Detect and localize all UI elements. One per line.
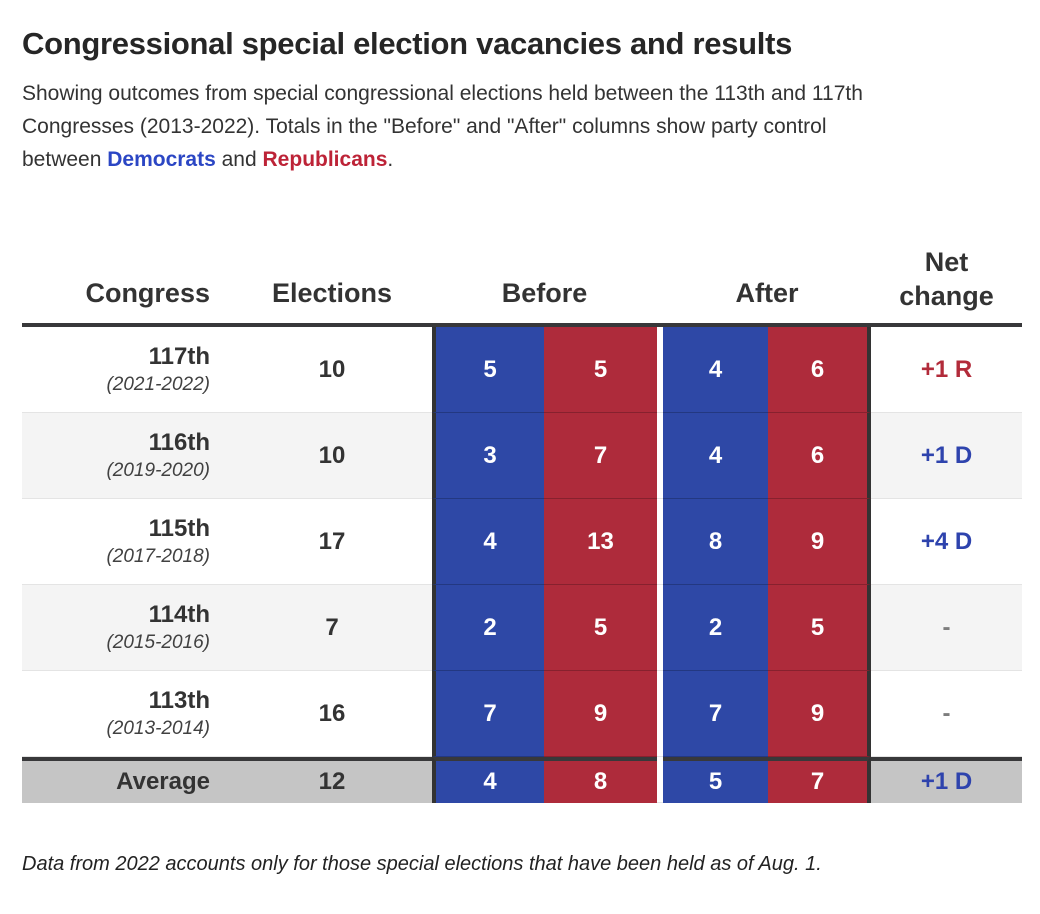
header-net-line2: change [899,281,994,311]
elections-cell: 7 [232,585,432,671]
before-democrat-cell: 2 [432,585,544,671]
subtitle-line-3: between Democrats and Republicans. [22,143,1020,176]
average-after-republican-cell: 7 [768,757,871,803]
header-before: Before [501,278,588,308]
column-gap [657,671,663,757]
column-gap [657,327,663,413]
subtitle-line-3-prefix: between [22,148,108,171]
elections-cell: 16 [232,671,432,757]
congress-name: 117th [148,343,210,370]
congress-name: 115th [148,515,210,542]
elections-cell: 10 [232,327,432,413]
after-republican-cell: 6 [768,327,871,413]
before-democrat-cell: 5 [432,327,544,413]
congress-cell: 116th (2019-2020) [22,413,232,499]
page-subtitle: Showing outcomes from special congressio… [22,77,1020,176]
congress-cell: 113th (2013-2014) [22,671,232,757]
congress-cell: 114th (2015-2016) [22,585,232,671]
header-congress: Congress [85,278,210,308]
table-row: 114th (2015-2016) 7 2 5 2 5 - [22,585,1022,671]
congress-years: (2017-2018) [106,546,210,567]
net-change-value: - [871,671,1022,757]
subtitle-period: . [387,148,394,171]
net-change-value: +1 R [871,327,1022,413]
header-elections: Elections [271,278,393,308]
after-republican-cell: 9 [768,671,871,757]
page-title: Congressional special election vacancies… [22,26,793,61]
elections-cell: 10 [232,413,432,499]
table-body: 117th (2021-2022) 10 5 5 4 6 +1 R 116th … [22,327,1022,757]
congress-name: 114th [148,601,210,628]
table-row: 116th (2019-2020) 10 3 7 4 6 +1 D [22,413,1022,499]
before-republican-cell: 5 [544,585,657,671]
before-republican-cell: 13 [544,499,657,585]
after-democrat-cell: 8 [663,499,768,585]
column-gap [657,499,663,585]
average-after-democrat-cell: 5 [663,757,768,803]
before-democrat-cell: 3 [432,413,544,499]
congress-years: (2013-2014) [106,718,210,739]
before-republican-cell: 7 [544,413,657,499]
congress-years: (2015-2016) [106,632,210,653]
average-label: Average [22,757,232,803]
congress-name: 113th [148,687,210,714]
republicans-label: Republicans [262,148,388,171]
average-before-republican-cell: 8 [544,757,657,803]
column-gap [657,413,663,499]
after-republican-cell: 5 [768,585,871,671]
before-democrat-cell: 7 [432,671,544,757]
header-after: After [735,278,799,308]
and-label: and [215,148,263,171]
subtitle-line-2: Congresses (2013-2022). Totals in the "B… [22,115,827,138]
table-row: 113th (2013-2014) 16 7 9 7 9 - [22,671,1022,757]
net-change-value: - [871,585,1022,671]
elections-cell: 17 [232,499,432,585]
before-republican-cell: 9 [544,671,657,757]
average-net-change-value: +1 D [871,757,1022,803]
header-net-line1: Net [924,247,969,277]
column-gap [657,585,663,671]
subtitle-line-1: Showing outcomes from special congressio… [22,82,863,105]
after-republican-cell: 9 [768,499,871,585]
table-header-row: Congress Elections Before After Net chang… [22,176,1022,327]
average-before-democrat-cell: 4 [432,757,544,803]
congress-years: (2019-2020) [106,460,210,481]
column-gap [657,757,663,803]
congress-years: (2021-2022) [106,374,210,395]
after-democrat-cell: 4 [663,413,768,499]
footnote: Data from 2022 accounts only for those s… [22,853,822,875]
header-net-change: Net change [871,245,1022,323]
before-republican-cell: 5 [544,327,657,413]
before-democrat-cell: 4 [432,499,544,585]
special-elections-table: Congress Elections Before After Net chang… [22,176,1022,803]
after-democrat-cell: 2 [663,585,768,671]
net-change-value: +1 D [871,413,1022,499]
average-elections-cell: 12 [232,757,432,803]
after-democrat-cell: 4 [663,327,768,413]
congress-name: 116th [148,429,210,456]
after-democrat-cell: 7 [663,671,768,757]
table-row: 117th (2021-2022) 10 5 5 4 6 +1 R [22,327,1022,413]
congress-cell: 117th (2021-2022) [22,327,232,413]
table-row: 115th (2017-2018) 17 4 13 8 9 +4 D [22,499,1022,585]
after-republican-cell: 6 [768,413,871,499]
average-row: Average 12 4 8 5 7 +1 D [22,757,1022,803]
net-change-value: +4 D [871,499,1022,585]
democrats-label: Democrats [107,148,216,171]
congress-cell: 115th (2017-2018) [22,499,232,585]
